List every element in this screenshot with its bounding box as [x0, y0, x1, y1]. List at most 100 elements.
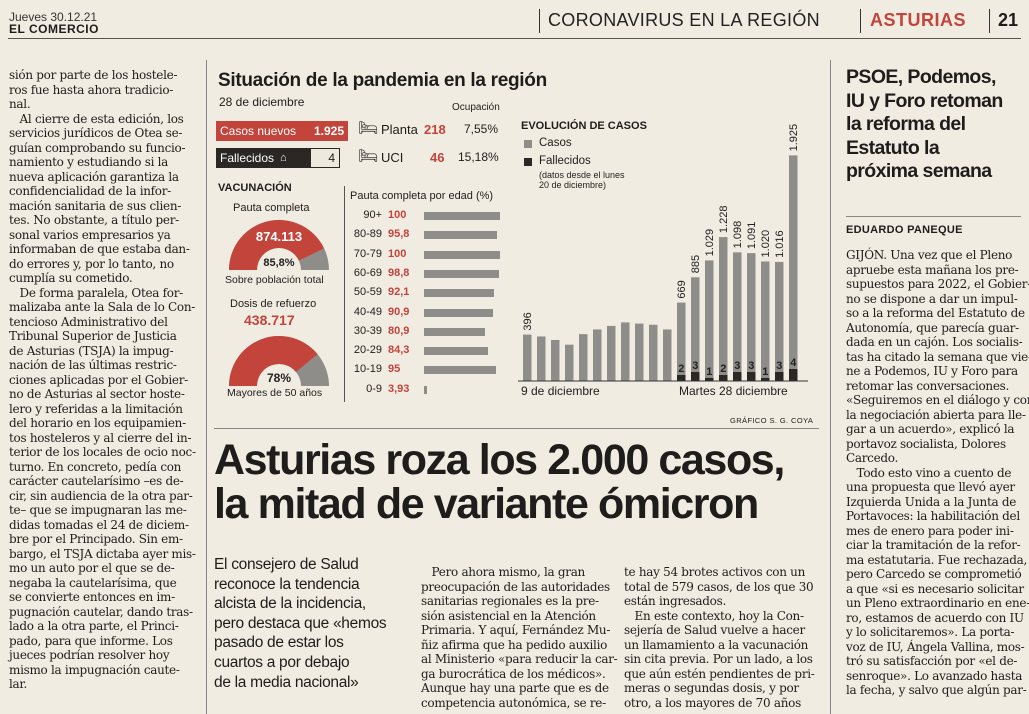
- text-line: ciar la tramitación de la refor-: [846, 538, 1021, 552]
- cases-bar: [663, 329, 672, 381]
- cases-data-label: 396: [522, 312, 534, 330]
- text-line: ga burocrática de los médicos».: [421, 666, 606, 681]
- cases-bar: [565, 344, 574, 381]
- cases-data-label: 1.098: [732, 221, 744, 249]
- age-group: 60-69: [353, 266, 382, 279]
- text-line: sión asistencial en la Atención: [421, 608, 596, 623]
- text-line: Aunque hay una parte que es de: [421, 681, 609, 695]
- text-line: mo un auto por el que se de-: [9, 561, 175, 575]
- text-line: pado, para que informe. Los: [9, 633, 173, 648]
- text-line: mismo la impugnación caute-: [9, 662, 180, 677]
- hospital-bed-icon: 🛏: [358, 120, 379, 137]
- deck-line: pasado de estar los: [214, 634, 344, 652]
- text-line: cir, sin audiencia de la otra par-: [9, 488, 193, 503]
- text-line: carácter cautelarísimo –es de-: [9, 474, 184, 488]
- full-schedule-gauge: 874.113 85,8%: [229, 220, 329, 270]
- cases-bar: [775, 261, 784, 381]
- deaths-data-label: 4: [790, 357, 797, 369]
- legend-deaths-label: Fallecidos: [539, 155, 591, 167]
- text-line: la fecha, y salvo que algún par-: [846, 683, 1027, 697]
- text-line: lado a la otra parte, el Princi-: [9, 619, 179, 633]
- cases-bar: [579, 334, 588, 381]
- cases-bar: [677, 302, 686, 381]
- deck-line: cuartos a por debajo: [214, 653, 350, 671]
- headline-line: PSOE, Podemos,: [846, 66, 996, 88]
- deck-line: alcista de la incidencia,: [214, 595, 366, 613]
- text-line: En este contexto, hoy la Con-: [624, 608, 805, 623]
- text-line: guían comprobando su funcio-: [9, 140, 186, 155]
- text-line: ro, estamos de acuerdo con IU: [846, 610, 1024, 625]
- text-line: mes de enero para poder ini-: [846, 523, 1014, 538]
- text-line: se convierte entonces en im-: [9, 590, 175, 604]
- age-row: 70-79 100: [348, 247, 508, 263]
- headline-line: próxima semana: [846, 160, 992, 182]
- infographic-date: 28 de diciembre: [219, 95, 305, 109]
- deaths-data-label: 3: [734, 360, 740, 372]
- age-value: 84,3: [388, 344, 410, 357]
- text-line: meras o segundas dosis, y por: [624, 681, 799, 695]
- text-line: al Ministerio «para reducir la car-: [421, 652, 618, 666]
- cases-bar: [691, 277, 700, 381]
- text-line: sin cita previa. Por un lado, a los: [624, 652, 813, 666]
- text-line: namiento y estudiando si la: [9, 155, 169, 169]
- age-value: 3,93: [388, 382, 410, 395]
- legend-note-1: (datos desde el lunes: [539, 170, 625, 180]
- booster-gauge: 78%: [229, 336, 329, 386]
- text-line: cumplía su cometido.: [9, 271, 133, 285]
- headline-line: Estatuto la: [846, 136, 940, 159]
- text-line: voz de IU, Ángela Vallina, mos-: [846, 639, 1025, 654]
- deaths-label: Fallecidos: [220, 151, 275, 165]
- age-group: 40-49: [353, 305, 382, 318]
- text-line: del horario en los equipamien-: [9, 416, 186, 430]
- age-bar: [424, 366, 497, 375]
- age-bar: [424, 308, 494, 317]
- text-line: do errores y, por lo tanto, no: [9, 256, 174, 271]
- cases-bar: [593, 329, 602, 381]
- age-row: 30-39 80,9: [348, 324, 508, 340]
- text-line: Primaria. Y aquí, Fernández Mu-: [421, 623, 611, 637]
- full-schedule-label: Pauta completa: [233, 202, 310, 214]
- age-row: 10-19 95: [348, 362, 508, 378]
- text-line: mación sanitaria de sus clien-: [9, 198, 181, 213]
- text-line: te– que se impugnaran las me-: [9, 503, 187, 517]
- uci-label: UCI: [381, 150, 404, 165]
- age-group: 70-79: [353, 247, 382, 260]
- legend-note-2: 20 de diciembre): [539, 180, 607, 190]
- age-group: 90+: [363, 209, 382, 221]
- text-line: que aún estén pendientes de pri-: [624, 666, 815, 681]
- text-line: supuestos para 2022, el Gobier-: [846, 277, 1029, 291]
- cases-data-label: 1.228: [718, 206, 730, 234]
- text-line: la negociación abierta para lle-: [846, 407, 1026, 422]
- cases-bar: [523, 334, 532, 381]
- full-schedule-pct: 85,8%: [263, 257, 294, 269]
- age-row: 90+ 100: [348, 208, 508, 224]
- text-line: un Pleno extraordinario en ene-: [846, 596, 1029, 610]
- section-title: CORONAVIRUS EN LA REGIÓN: [548, 10, 820, 30]
- deaths-data-label: 3: [748, 360, 754, 372]
- headline-line: la reforma del: [846, 113, 966, 135]
- ocupacion-label: Ocupación: [452, 102, 500, 113]
- age-value: 100: [388, 247, 407, 260]
- text-line: bargo, el TSJA dictaba ayer mis-: [9, 546, 196, 561]
- text-line: nal.: [9, 97, 31, 111]
- deaths-data-label: 3: [692, 360, 698, 372]
- age-value: 80,9: [388, 324, 410, 337]
- text-line: portavoz socialista, Dolores: [846, 436, 1006, 451]
- text-line: ciones aplicadas por el Gobier-: [9, 372, 188, 387]
- cases-bar: [635, 323, 644, 381]
- text-line: a que «si es necesario solicitar: [846, 581, 1024, 596]
- text-line: Pero ahora mismo, la gran: [421, 565, 586, 579]
- legend-deaths-swatch: [524, 158, 532, 166]
- headline-line: IU y Foro retoman: [846, 89, 1003, 112]
- text-line: Autonomía, que parecía guar-: [846, 320, 1019, 335]
- planta-label: Planta: [381, 122, 418, 137]
- cases-bar: [705, 260, 714, 381]
- planta-value: 218: [424, 122, 446, 137]
- age-group: 80-89: [353, 228, 382, 241]
- vaccination-label: VACUNACIÓN: [218, 182, 292, 194]
- cases-bar: [733, 252, 742, 381]
- cases-data-label: 885: [690, 255, 702, 273]
- deck-line: reconoce la tendencia: [214, 575, 360, 593]
- chart-end-label: Martes 28 diciembre: [679, 384, 788, 398]
- text-line: total de 579 casos, de los que 30: [624, 579, 814, 594]
